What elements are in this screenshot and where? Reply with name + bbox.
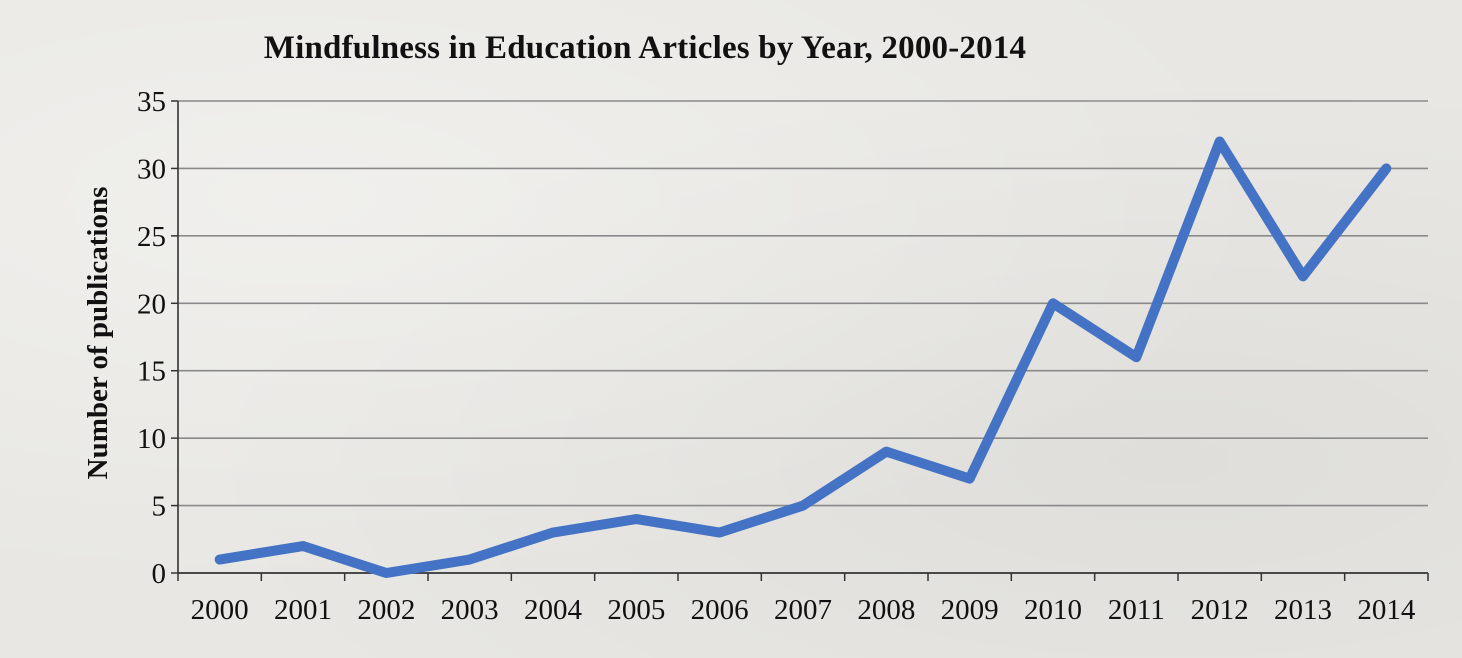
data-point — [969, 478, 971, 480]
x-tick-label: 2012 — [1191, 594, 1249, 626]
y-tick-label: 20 — [137, 288, 166, 320]
data-point — [719, 532, 721, 534]
y-tick-label: 30 — [137, 153, 166, 185]
data-point — [1052, 302, 1054, 304]
series-lines — [214, 136, 1392, 578]
series-line — [214, 136, 1392, 578]
x-tick-label: 2000 — [191, 594, 249, 626]
x-tick-label: 2003 — [441, 594, 499, 626]
x-tick-label: 2013 — [1274, 594, 1332, 626]
y-tick-label: 5 — [152, 491, 167, 523]
data-point — [302, 545, 304, 547]
x-tick-label: 2004 — [524, 594, 583, 626]
y-tick-label: 35 — [137, 86, 166, 118]
data-point — [385, 572, 387, 574]
x-tick-label: 2011 — [1108, 594, 1165, 626]
chart-title: Mindfulness in Education Articles by Yea… — [263, 30, 1027, 66]
data-point — [1135, 356, 1137, 358]
x-tick-label: 2007 — [774, 594, 832, 626]
data-point — [469, 559, 471, 561]
data-point — [1385, 167, 1387, 169]
x-tick-label: 2010 — [1024, 594, 1082, 626]
y-tick-labels: 0 5 10 15 20 25 30 35 — [137, 86, 166, 590]
x-tick-label: 2008 — [857, 594, 915, 626]
data-point — [552, 532, 554, 534]
data-point — [1302, 275, 1304, 277]
data-point — [219, 559, 221, 561]
x-tick-label: 2001 — [274, 594, 332, 626]
data-point — [635, 518, 637, 520]
y-tick-label: 25 — [137, 221, 166, 253]
x-tick-label: 2009 — [941, 594, 999, 626]
x-tick-labels: 2000 2001 2002 2003 2004 2005 2006 2007 2008 2009… — [191, 594, 1416, 626]
y-tick-label: 0 — [152, 558, 167, 590]
x-tick-label: 2014 — [1357, 594, 1416, 626]
data-point — [885, 451, 887, 453]
y-tick-label: 15 — [137, 356, 166, 388]
y-tick-label: 10 — [137, 423, 166, 455]
x-tick-label: 2005 — [607, 594, 665, 626]
gridlines — [178, 100, 1428, 507]
x-tick-label: 2006 — [691, 594, 749, 626]
y-axis-title: Number of publications — [82, 187, 114, 480]
data-point — [1219, 140, 1221, 142]
x-tick-label: 2002 — [357, 594, 415, 626]
data-point — [802, 505, 804, 507]
